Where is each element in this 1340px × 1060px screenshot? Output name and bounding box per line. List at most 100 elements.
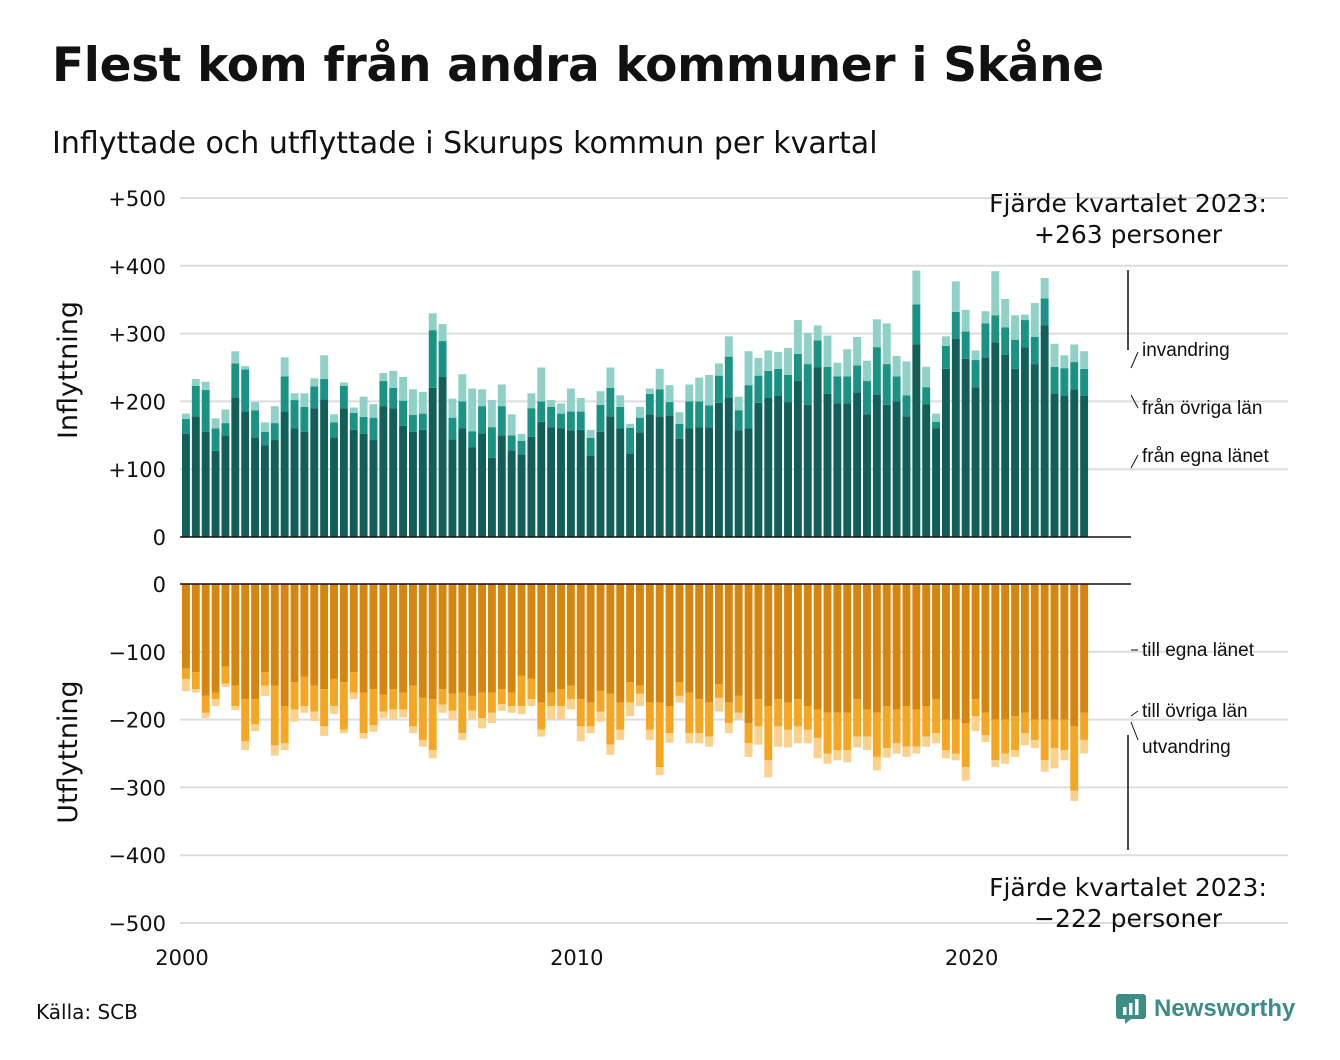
bar-inflow-segment [616, 395, 625, 407]
series-label-outflow: till egna länet [1142, 640, 1255, 661]
bar-inflow-segment [981, 323, 990, 358]
bar-outflow-segment [428, 584, 437, 700]
bar-inflow-segment [369, 440, 378, 537]
bar-inflow-segment [201, 431, 210, 537]
bar-inflow-segment [1050, 393, 1059, 537]
bar-inflow-segment [182, 413, 190, 420]
bar-inflow-segment [675, 438, 684, 537]
bar-outflow-segment [991, 584, 1000, 720]
bar-inflow-segment [1060, 355, 1069, 369]
bar-outflow-segment [270, 584, 279, 686]
bar-outflow-segment [843, 584, 852, 713]
bar-outflow-segment [399, 584, 408, 693]
bar-inflow-segment [389, 387, 398, 409]
bar-inflow-segment [1020, 314, 1029, 321]
bar-outflow-segment [902, 706, 911, 747]
bar-inflow-segment [714, 402, 723, 537]
bar-outflow-segment [626, 584, 635, 683]
bar-inflow-segment [339, 408, 348, 537]
bar-outflow-segment [369, 725, 378, 732]
bar-outflow-segment [1040, 584, 1049, 720]
bar-outflow-segment [784, 729, 792, 748]
bar-inflow-segment [655, 389, 664, 417]
bar-outflow-segment [201, 695, 210, 713]
bar-inflow-segment [260, 445, 269, 537]
bar-inflow-segment [458, 374, 467, 402]
y-axis-title-inflow: Inflyttning [53, 301, 84, 439]
bar-inflow-segment [320, 399, 329, 537]
bar-inflow-segment [517, 433, 526, 441]
bar-inflow-segment [576, 411, 585, 430]
bar-outflow-segment [675, 682, 684, 696]
bar-outflow-segment [981, 712, 990, 736]
bar-inflow-segment [793, 353, 802, 382]
bar-outflow-segment [636, 584, 644, 686]
bar-outflow-segment [705, 702, 714, 737]
bar-inflow-segment [576, 398, 585, 412]
bar-outflow-segment [744, 722, 753, 744]
bar-outflow-segment [251, 724, 259, 732]
bar-outflow-segment [705, 736, 714, 747]
bar-outflow-segment [221, 666, 230, 684]
bar-inflow-segment [497, 384, 506, 407]
bar-inflow-segment [941, 345, 950, 369]
bar-outflow-segment [260, 584, 269, 673]
bar-inflow-segment [981, 357, 990, 537]
bar-inflow-segment [369, 404, 378, 418]
bar-outflow-segment [389, 689, 398, 710]
bar-outflow-segment [853, 699, 862, 737]
bar-inflow-segment [951, 281, 960, 312]
bar-inflow-segment [270, 423, 279, 441]
bar-outflow-segment [211, 699, 220, 707]
bar-inflow-segment [537, 367, 546, 402]
bar-inflow-segment [231, 363, 240, 398]
series-label-inflow: invandring [1142, 340, 1230, 361]
bar-outflow-segment [1080, 584, 1089, 713]
bar-outflow-segment [221, 584, 230, 667]
bar-outflow-segment [695, 584, 704, 700]
bar-inflow-segment [270, 440, 279, 537]
bar-outflow-segment [487, 692, 496, 713]
bar-outflow-segment [576, 726, 585, 742]
bar-inflow-segment [843, 349, 852, 377]
bar-outflow-segment [645, 729, 654, 740]
bar-outflow-segment [280, 706, 289, 744]
bar-outflow-segment [823, 712, 832, 754]
bar-outflow-segment [399, 692, 408, 710]
chart-title: Flest kom från andra kommuner i Skåne [52, 38, 1104, 93]
bar-inflow-segment [685, 428, 694, 537]
bar-outflow-segment [675, 584, 684, 683]
bar-outflow-segment [369, 689, 378, 726]
bar-outflow-segment [675, 695, 684, 703]
bar-inflow-segment [991, 342, 1000, 537]
bar-inflow-segment [932, 421, 941, 429]
bar-inflow-segment [655, 368, 664, 390]
bar-outflow-segment [1050, 584, 1059, 720]
bar-inflow-segment [1050, 366, 1059, 394]
bar-inflow-segment [310, 408, 319, 537]
bar-outflow-segment [1040, 760, 1049, 772]
bar-inflow-segment [695, 427, 704, 537]
bar-inflow-segment [813, 340, 822, 368]
bar-outflow-segment [359, 584, 368, 693]
bar-outflow-segment [1060, 750, 1069, 761]
bar-outflow-segment [458, 733, 467, 740]
bar-outflow-segment [665, 584, 674, 707]
bar-outflow-segment [823, 584, 832, 713]
bar-outflow-segment [389, 584, 398, 690]
bar-inflow-segment [418, 429, 427, 537]
bar-outflow-segment [231, 685, 240, 707]
y-tick-label-inflow: +300 [108, 323, 166, 347]
bar-inflow-segment [991, 315, 1000, 343]
bar-outflow-segment [497, 704, 506, 711]
bar-inflow-segment [270, 406, 279, 424]
bar-inflow-segment [547, 406, 556, 428]
bar-outflow-segment [803, 706, 812, 730]
bar-inflow-segment [645, 393, 654, 415]
bar-outflow-segment [448, 710, 457, 720]
bar-inflow-segment [922, 404, 931, 537]
bar-inflow-segment [478, 433, 486, 537]
bar-inflow-segment [379, 381, 388, 407]
bar-inflow-segment [468, 447, 477, 537]
